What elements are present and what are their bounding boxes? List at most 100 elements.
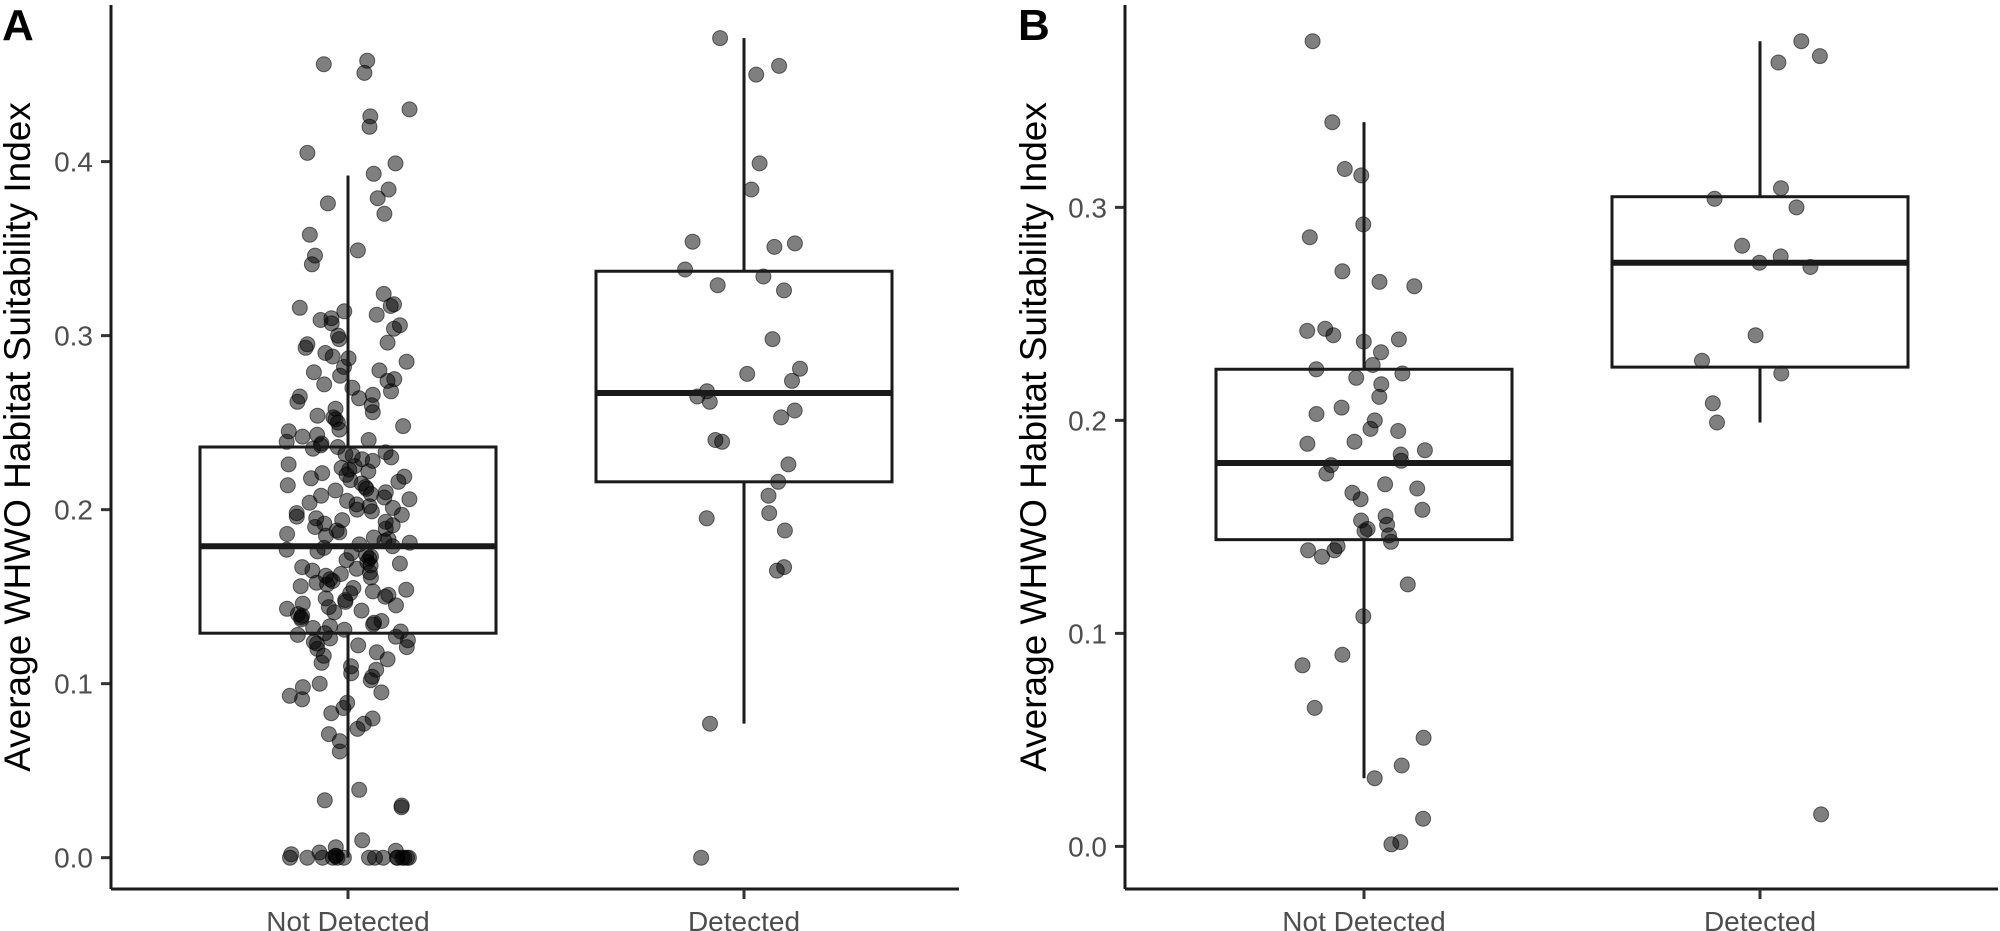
panel-a: A Average WHWO Habitat Suitability Index… xyxy=(0,1,959,931)
data-point xyxy=(382,298,399,314)
data-point xyxy=(288,508,305,525)
data-point xyxy=(751,155,768,172)
y-axis-label-b: Average WHWO Habitat Suitability Index xyxy=(1013,102,1054,772)
data-point xyxy=(280,456,297,473)
data-point xyxy=(677,261,694,278)
data-point xyxy=(315,56,332,73)
data-point xyxy=(373,684,390,701)
data-point xyxy=(389,849,405,866)
data-point xyxy=(289,393,306,410)
data-point xyxy=(301,226,318,243)
data-point xyxy=(324,348,341,365)
data-point xyxy=(1706,190,1723,207)
data-point xyxy=(714,433,731,450)
data-point xyxy=(693,849,710,866)
data-point xyxy=(1416,442,1433,459)
y-tick-label: 0.2 xyxy=(54,495,93,526)
data-point xyxy=(760,487,777,504)
panel-letter-b: B xyxy=(1018,1,1050,50)
data-point xyxy=(786,402,803,419)
data-point xyxy=(1414,501,1431,518)
y-tick-label: 0.0 xyxy=(1068,831,1107,862)
data-point xyxy=(1390,423,1407,439)
data-point xyxy=(1390,331,1407,348)
data-point xyxy=(305,364,322,381)
data-point xyxy=(1415,810,1432,827)
data-point xyxy=(364,404,381,421)
data-point xyxy=(1383,533,1399,550)
data-point xyxy=(743,181,760,198)
data-point xyxy=(313,654,330,671)
data-point xyxy=(279,477,296,494)
data-point xyxy=(1299,322,1316,339)
box-iqr xyxy=(198,445,498,635)
y-tick-label: 0.1 xyxy=(54,669,93,700)
data-point xyxy=(398,581,415,598)
data-point xyxy=(1300,542,1317,559)
data-point xyxy=(784,372,800,389)
boxes-b xyxy=(1214,41,1910,779)
data-point xyxy=(1747,327,1764,344)
data-point xyxy=(388,597,404,614)
y-tick-label: 0.1 xyxy=(1068,618,1107,649)
data-point xyxy=(401,101,418,118)
data-point xyxy=(354,832,371,849)
data-point xyxy=(393,799,410,816)
data-point xyxy=(776,282,792,299)
data-point xyxy=(776,522,793,539)
box-iqr xyxy=(1610,195,1910,369)
panel-letter-a: A xyxy=(2,1,34,50)
data-point xyxy=(379,334,396,351)
data-point xyxy=(1788,199,1805,216)
y-tick-label: 0.2 xyxy=(1068,405,1107,436)
data-point xyxy=(1393,757,1410,774)
data-point xyxy=(299,849,316,866)
points-a xyxy=(278,30,808,866)
data-point xyxy=(768,562,785,579)
data-point xyxy=(1346,433,1363,450)
data-point xyxy=(316,376,333,393)
data-point xyxy=(289,626,306,643)
x-category-label: Not Detected xyxy=(266,906,429,931)
y-axis-label-a: Average WHWO Habitat Suitability Index xyxy=(0,102,38,772)
data-point xyxy=(1371,388,1388,405)
data-point xyxy=(282,849,298,866)
data-point xyxy=(387,155,404,172)
data-point xyxy=(395,418,412,435)
data-point xyxy=(365,616,382,633)
data-point xyxy=(360,432,377,448)
data-point xyxy=(301,494,318,511)
data-point xyxy=(1373,344,1389,361)
data-point xyxy=(383,449,400,466)
data-point xyxy=(1353,167,1370,184)
data-point xyxy=(379,651,396,668)
data-point xyxy=(305,440,321,457)
panel-b: B Average WHWO Habitat Suitability Index… xyxy=(1013,1,1998,931)
data-point xyxy=(363,503,380,520)
data-point xyxy=(331,421,348,438)
data-point xyxy=(390,473,407,490)
data-point xyxy=(398,353,415,370)
data-point xyxy=(1371,273,1388,290)
data-point xyxy=(1811,48,1828,65)
data-point xyxy=(1333,399,1350,416)
y-tick-label: 0.3 xyxy=(54,321,93,352)
data-point xyxy=(331,743,348,760)
data-point xyxy=(348,560,365,577)
data-point xyxy=(739,365,756,382)
data-point xyxy=(702,715,718,732)
data-point xyxy=(327,482,344,499)
data-point xyxy=(1704,395,1721,412)
data-point xyxy=(293,611,310,628)
data-point xyxy=(1308,406,1325,422)
data-point xyxy=(332,367,349,384)
data-point xyxy=(748,66,765,83)
box-iqr xyxy=(1214,367,1514,542)
data-point xyxy=(294,691,311,708)
data-point xyxy=(1326,542,1343,559)
data-point xyxy=(391,555,408,572)
data-point xyxy=(1306,699,1323,716)
data-point xyxy=(1352,491,1369,508)
y-ticks-b: 0.0 0.1 0.2 0.3 xyxy=(1068,192,1125,862)
data-point xyxy=(1770,54,1787,71)
